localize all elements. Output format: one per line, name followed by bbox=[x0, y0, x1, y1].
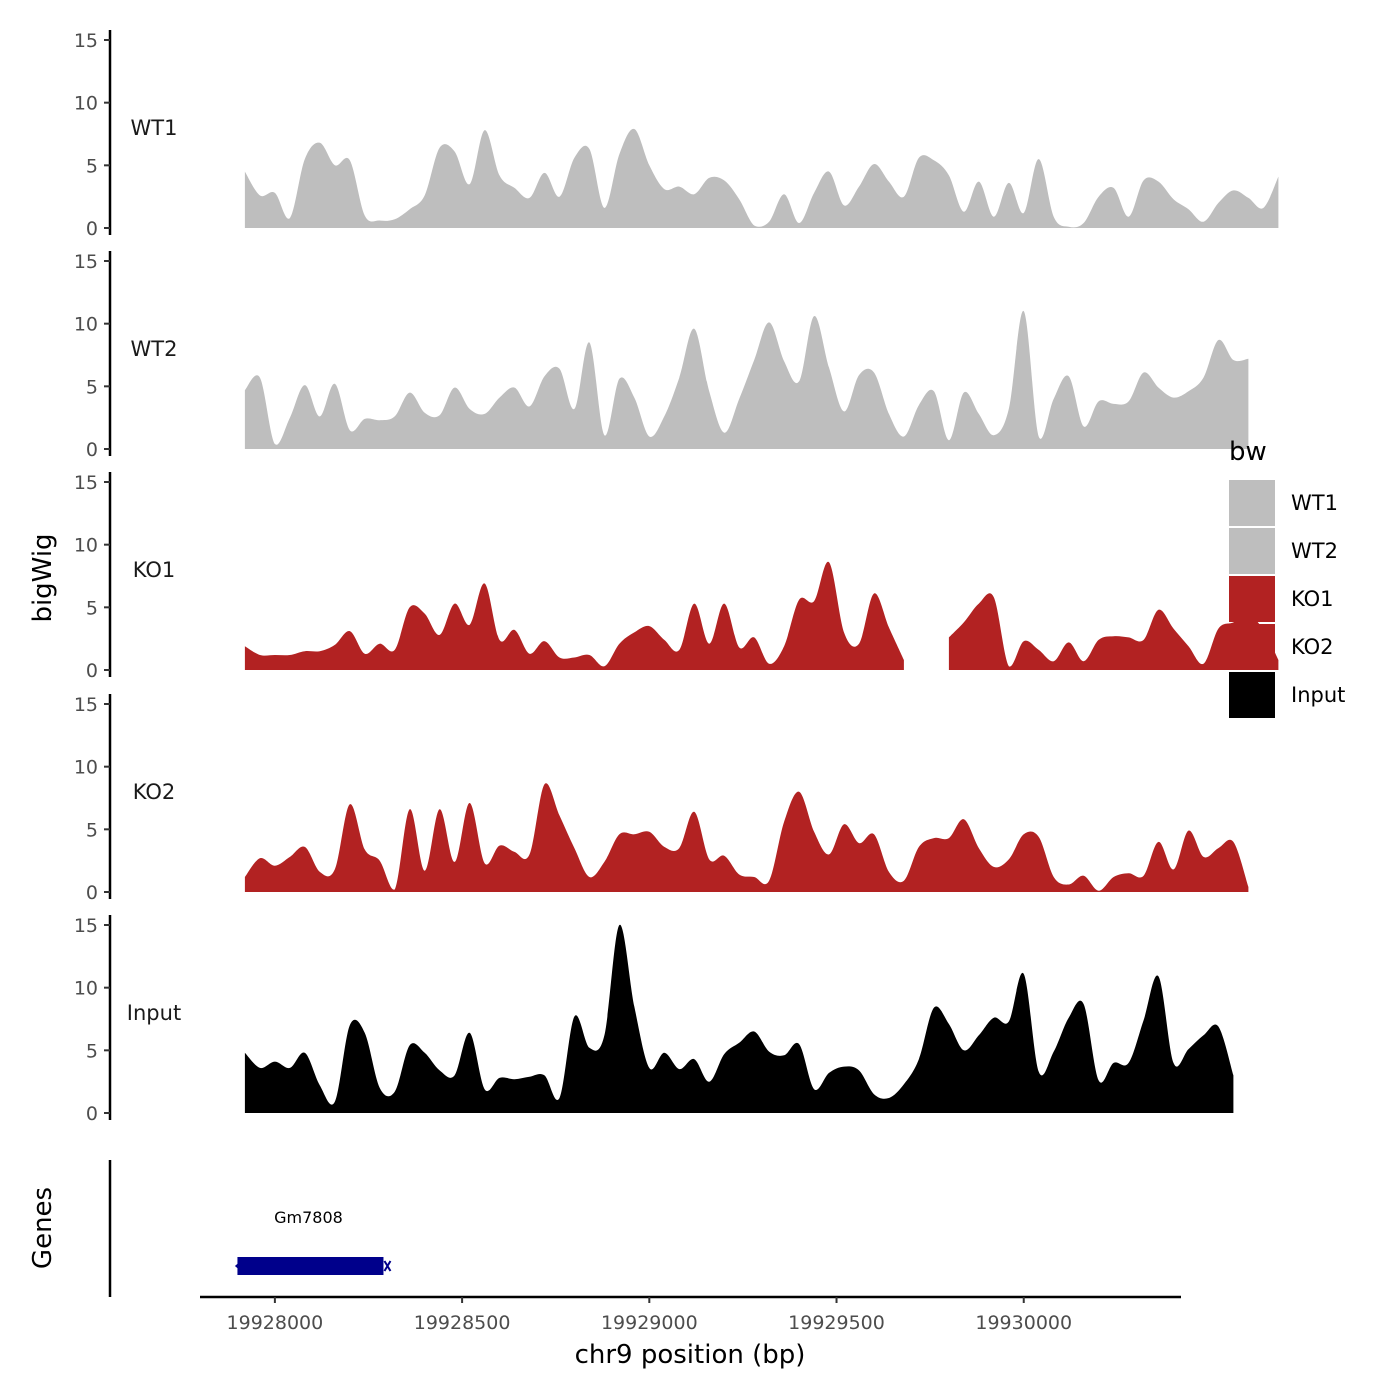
y-tick-label-wt1-0: 0 bbox=[86, 218, 98, 240]
y-tick-label-input-0: 0 bbox=[86, 1103, 98, 1125]
y-tick-label-ko1-15: 15 bbox=[74, 472, 98, 494]
y-axis-ko2: 0 5 10 15 bbox=[74, 694, 112, 904]
legend: bw WT1 WT2 KO1 KO2 Input bbox=[1229, 437, 1345, 718]
track-wt2: WT2 bbox=[131, 310, 1249, 449]
track-label-wt1: WT1 bbox=[131, 116, 178, 140]
y-axis-input: 0 5 10 15 bbox=[74, 915, 112, 1125]
x-tick-label-19929500: 19929500 bbox=[788, 1312, 885, 1334]
x-tick-label-19929000: 19929000 bbox=[601, 1312, 698, 1334]
track-wt1: WT1 bbox=[131, 116, 1279, 228]
track-input: Input bbox=[127, 924, 1234, 1113]
gene-label-gm7808: Gm7808 bbox=[274, 1208, 343, 1227]
x-tick-label-19930000: 19930000 bbox=[975, 1312, 1072, 1334]
y-axis-title: bigWig bbox=[28, 533, 58, 622]
y-axis-ko1: 0 5 10 15 bbox=[74, 472, 112, 682]
legend-title: bw bbox=[1229, 437, 1267, 467]
gene-strand-arrow-left bbox=[234, 1259, 245, 1273]
y-tick-label-wt1-10: 10 bbox=[74, 93, 98, 115]
y-tick-label-wt2-0: 0 bbox=[86, 439, 98, 461]
track-label-wt2: WT2 bbox=[131, 337, 178, 361]
legend-swatch-wt2 bbox=[1229, 528, 1275, 574]
legend-item-ko2: KO2 bbox=[1229, 624, 1334, 670]
area-ko2-segment-0 bbox=[244, 783, 1249, 892]
track-ko2: KO2 bbox=[133, 780, 1249, 892]
legend-swatch-ko1 bbox=[1229, 576, 1275, 622]
y-axis-wt2: 0 5 10 15 bbox=[74, 251, 112, 461]
track-label-ko1: KO1 bbox=[133, 558, 176, 582]
track-label-ko2: KO2 bbox=[133, 780, 176, 804]
y-tick-label-ko1-5: 5 bbox=[86, 597, 98, 619]
area-ko1-segment-1 bbox=[948, 593, 1279, 670]
x-tick-label-19928500: 19928500 bbox=[414, 1312, 511, 1334]
y-axes: 0 5 10 15 0 5 10 15 0 5 10 15 0 5 10 15 0 5 10 15 bbox=[74, 30, 112, 1125]
y-axis-wt1: 0 5 10 15 bbox=[74, 30, 112, 240]
gene-strand-arrow-right bbox=[383, 1260, 392, 1272]
y-tick-label-wt2-10: 10 bbox=[74, 314, 98, 336]
y-tick-label-input-5: 5 bbox=[86, 1040, 98, 1062]
legend-item-input: Input bbox=[1229, 672, 1345, 718]
x-axis: 19928000 19928500 19929000 19929500 19930000 bbox=[200, 1295, 1181, 1334]
genes-axis-title: Genes bbox=[28, 1187, 58, 1269]
legend-label-wt1: WT1 bbox=[1291, 491, 1338, 515]
legend-swatch-wt1 bbox=[1229, 480, 1275, 526]
area-input-segment-0 bbox=[244, 924, 1234, 1113]
signal-tracks: WT1 WT2 KO1 KO2 Input bbox=[127, 116, 1279, 1113]
y-tick-label-ko2-15: 15 bbox=[74, 694, 98, 716]
gene-gm7808: Gm7808 bbox=[234, 1208, 392, 1275]
y-tick-label-wt2-5: 5 bbox=[86, 376, 98, 398]
y-tick-label-ko1-10: 10 bbox=[74, 535, 98, 557]
legend-label-ko2: KO2 bbox=[1291, 635, 1334, 659]
track-ko1: KO1 bbox=[133, 558, 1279, 670]
y-tick-label-ko2-0: 0 bbox=[86, 882, 98, 904]
y-tick-label-wt1-5: 5 bbox=[86, 155, 98, 177]
y-tick-label-ko1-0: 0 bbox=[86, 660, 98, 682]
legend-item-wt2: WT2 bbox=[1229, 528, 1338, 574]
track-label-input: Input bbox=[127, 1001, 181, 1025]
area-ko1-segment-0 bbox=[244, 561, 904, 670]
legend-item-ko1: KO1 bbox=[1229, 576, 1334, 622]
area-wt1-segment-0 bbox=[244, 128, 1279, 228]
legend-item-wt1: WT1 bbox=[1229, 480, 1338, 526]
x-tick-label-19928000: 19928000 bbox=[227, 1312, 324, 1334]
y-tick-label-ko2-5: 5 bbox=[86, 819, 98, 841]
legend-swatch-ko2 bbox=[1229, 624, 1275, 670]
gene-body-gm7808 bbox=[237, 1257, 384, 1275]
area-wt2-segment-0 bbox=[244, 310, 1249, 449]
legend-label-wt2: WT2 bbox=[1291, 539, 1338, 563]
genes-panel: Gm7808 bbox=[108, 1160, 392, 1297]
y-tick-label-ko2-10: 10 bbox=[74, 757, 98, 779]
legend-swatch-input bbox=[1229, 672, 1275, 718]
y-tick-label-wt2-15: 15 bbox=[74, 251, 98, 273]
y-tick-label-input-15: 15 bbox=[74, 915, 98, 937]
x-axis-title: chr9 position (bp) bbox=[575, 1340, 806, 1370]
legend-label-ko1: KO1 bbox=[1291, 587, 1334, 611]
y-tick-label-input-10: 10 bbox=[74, 978, 98, 1000]
legend-label-input: Input bbox=[1291, 683, 1345, 707]
y-tick-label-wt1-15: 15 bbox=[74, 30, 98, 52]
